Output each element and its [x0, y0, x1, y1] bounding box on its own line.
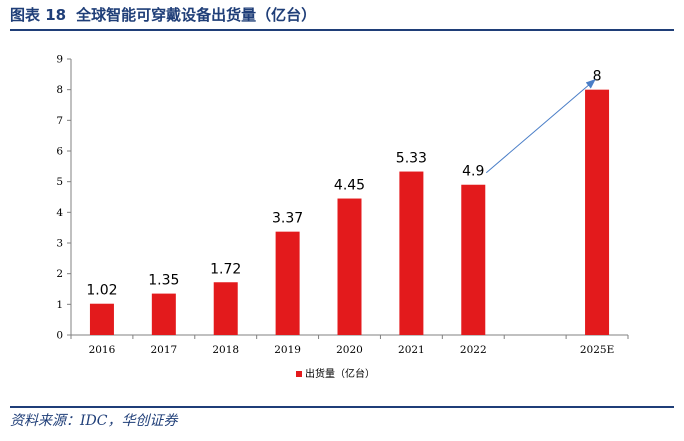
- bars: [89, 89, 610, 336]
- bottom-rule: [10, 406, 674, 408]
- bar: [337, 198, 362, 335]
- x-tick-label: 2019: [274, 344, 301, 356]
- x-tick-label: 2022: [460, 344, 487, 356]
- x-tick-label: 2017: [150, 344, 177, 356]
- y-tick-label: 2: [56, 268, 63, 280]
- legend-label: 出货量（亿台）: [305, 367, 375, 380]
- y-tick-label: 6: [56, 146, 63, 158]
- bar: [89, 303, 114, 335]
- bar: [585, 89, 610, 336]
- data-label: 5.33: [396, 151, 427, 167]
- bar: [151, 293, 176, 335]
- x-tick-label: 2021: [398, 344, 425, 356]
- x-tick-label: 2020: [336, 344, 363, 356]
- x-tick-labels: 2016 2017 2018 2019 2020 2021 2022 2025E: [89, 344, 615, 356]
- source-note: 资料来源：IDC，华创证券: [10, 413, 178, 429]
- bar: [461, 184, 486, 335]
- top-rule: [10, 29, 674, 31]
- data-label: 1.72: [210, 261, 241, 277]
- y-tick-label: 0: [56, 330, 63, 342]
- legend-swatch: [296, 371, 302, 377]
- data-label: 4.9: [462, 164, 484, 180]
- bar: [399, 171, 424, 335]
- legend: 出货量（亿台）: [296, 367, 375, 380]
- y-tick-labels: 0 1 2 3 4 5 6 7 8 9: [56, 54, 63, 342]
- data-label: 8: [593, 69, 602, 85]
- figure-title: 图表 18 全球智能可穿戴设备出货量（亿台）: [10, 2, 316, 28]
- x-tick-label: 2018: [212, 344, 239, 356]
- y-tick-label: 9: [56, 54, 63, 66]
- data-label: 1.02: [86, 283, 117, 299]
- bar: [213, 282, 238, 335]
- y-tick-label: 1: [56, 299, 63, 311]
- data-label: 1.35: [148, 273, 179, 289]
- trend-arrow: [485, 79, 596, 174]
- annotations: [485, 79, 596, 174]
- figure-label: 图表 18: [10, 6, 67, 24]
- y-tick-label: 3: [56, 238, 63, 250]
- bar: [275, 231, 300, 335]
- y-tick-label: 8: [56, 84, 63, 96]
- x-tick-label: 2025E: [580, 344, 614, 356]
- data-label: 3.37: [272, 211, 303, 227]
- data-labels: 1.02 1.35 1.72 3.37 4.45 5.33 4.9 8: [86, 69, 601, 299]
- data-label: 4.45: [334, 178, 365, 194]
- y-tick-label: 7: [56, 115, 63, 127]
- figure-heading: 全球智能可穿戴设备出货量（亿台）: [76, 6, 317, 24]
- y-tick-label: 5: [56, 176, 63, 188]
- x-tick-label: 2016: [89, 344, 116, 356]
- y-tick-label: 4: [56, 207, 63, 219]
